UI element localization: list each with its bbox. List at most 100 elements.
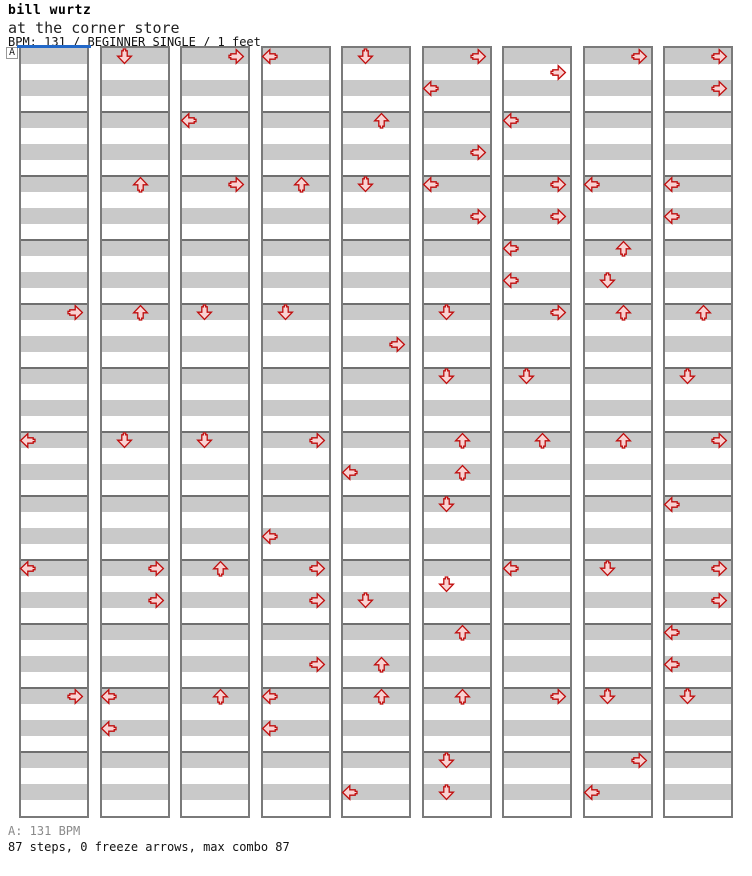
arrow-right-icon xyxy=(228,176,245,193)
beat-stripe xyxy=(585,496,651,512)
measure-line xyxy=(343,303,409,305)
measure-line xyxy=(424,623,490,625)
step-arrow-left xyxy=(19,432,36,449)
arrow-right-icon xyxy=(148,592,165,609)
measure-line xyxy=(21,239,87,241)
measure-line xyxy=(585,559,651,561)
beat-stripe xyxy=(21,144,87,160)
step-arrow-left xyxy=(261,528,278,545)
measure-line xyxy=(21,367,87,369)
step-arrow-left xyxy=(422,176,439,193)
measure-line xyxy=(102,239,168,241)
beat-stripe xyxy=(182,432,248,448)
beat-stripe xyxy=(585,592,651,608)
measure-line xyxy=(504,623,570,625)
arrow-up-icon xyxy=(212,560,229,577)
step-arrow-right xyxy=(711,560,728,577)
measure-line xyxy=(424,687,490,689)
step-arrow-down xyxy=(196,304,213,321)
beat-stripe xyxy=(21,208,87,224)
beat-stripe xyxy=(343,432,409,448)
beat-stripe xyxy=(263,624,329,640)
measure-line xyxy=(182,367,248,369)
arrow-right-icon xyxy=(470,144,487,161)
beat-stripe xyxy=(504,784,570,800)
arrow-up-icon xyxy=(132,176,149,193)
beat-stripe xyxy=(102,624,168,640)
beat-stripe xyxy=(504,496,570,512)
beat-stripe xyxy=(182,304,248,320)
arrow-right-icon xyxy=(711,80,728,97)
step-arrow-up xyxy=(373,688,390,705)
measure-line xyxy=(343,175,409,177)
arrow-left-icon xyxy=(100,688,117,705)
arrow-left-icon xyxy=(663,208,680,225)
beat-stripe xyxy=(263,208,329,224)
arrow-up-icon xyxy=(373,688,390,705)
beat-stripe xyxy=(343,560,409,576)
beat-stripe xyxy=(585,80,651,96)
beat-stripe xyxy=(263,272,329,288)
beat-stripe xyxy=(343,592,409,608)
step-arrow-up xyxy=(293,176,310,193)
beat-stripe xyxy=(585,464,651,480)
beat-stripe xyxy=(665,560,731,576)
step-arrow-up xyxy=(212,560,229,577)
beat-stripe xyxy=(504,720,570,736)
step-arrow-left xyxy=(341,464,358,481)
arrow-down-icon xyxy=(116,432,133,449)
beat-stripe xyxy=(21,560,87,576)
beat-stripe xyxy=(665,688,731,704)
measure-line xyxy=(504,239,570,241)
beat-stripe xyxy=(102,464,168,480)
section-marker-label: A xyxy=(6,47,19,59)
arrow-left-icon xyxy=(261,48,278,65)
beat-stripe xyxy=(424,496,490,512)
measure-line xyxy=(665,367,731,369)
beat-stripe xyxy=(504,272,570,288)
arrow-up-icon xyxy=(615,304,632,321)
arrow-right-icon xyxy=(550,64,567,81)
arrow-left-icon xyxy=(663,496,680,513)
measure-line xyxy=(102,495,168,497)
beat-stripe xyxy=(182,368,248,384)
beat-stripe xyxy=(102,208,168,224)
measure-line xyxy=(424,751,490,753)
arrow-down-icon xyxy=(438,576,455,593)
measure-line xyxy=(504,111,570,113)
beat-stripe xyxy=(504,336,570,352)
arrow-right-icon xyxy=(711,560,728,577)
beat-stripe xyxy=(102,80,168,96)
arrow-right-icon xyxy=(67,304,84,321)
step-arrow-left xyxy=(502,240,519,257)
arrow-down-icon xyxy=(196,304,213,321)
beat-stripe xyxy=(585,784,651,800)
step-arrow-right xyxy=(550,64,567,81)
artist-title: bill wurtz xyxy=(8,3,92,18)
step-arrow-right xyxy=(711,432,728,449)
measure-line xyxy=(585,751,651,753)
beat-stripe xyxy=(182,464,248,480)
step-arrow-left xyxy=(502,560,519,577)
arrow-up-icon xyxy=(695,304,712,321)
step-arrow-left xyxy=(180,112,197,129)
beat-stripe xyxy=(424,400,490,416)
measure-line xyxy=(263,495,329,497)
arrow-right-icon xyxy=(309,656,326,673)
beat-stripe xyxy=(504,656,570,672)
step-arrow-down xyxy=(438,784,455,801)
beat-stripe xyxy=(102,240,168,256)
beat-stripe xyxy=(182,208,248,224)
measure-line xyxy=(102,431,168,433)
step-arrow-up xyxy=(454,688,471,705)
beat-stripe xyxy=(424,304,490,320)
beat-stripe xyxy=(21,592,87,608)
arrow-left-icon xyxy=(663,176,680,193)
beat-stripe xyxy=(343,784,409,800)
beat-stripe xyxy=(585,752,651,768)
step-arrow-left xyxy=(663,624,680,641)
measure-line xyxy=(102,175,168,177)
beat-stripe xyxy=(263,144,329,160)
measure-line xyxy=(182,495,248,497)
